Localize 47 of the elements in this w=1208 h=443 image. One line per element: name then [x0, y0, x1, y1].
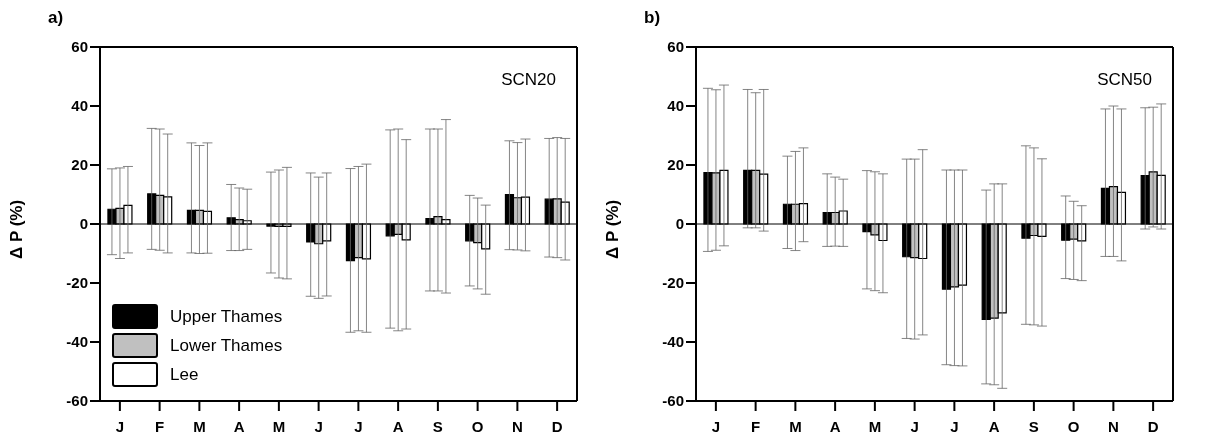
legend-label: Lee: [170, 364, 199, 385]
x-tick-label: J: [314, 417, 323, 435]
y-tick-label: 40: [71, 97, 88, 115]
x-tick-label: D: [1147, 417, 1159, 435]
y-tick-label: 40: [667, 97, 684, 115]
x-tick-label: F: [751, 417, 761, 435]
x-tick-label: N: [1107, 417, 1119, 435]
x-tick-label: A: [392, 417, 404, 435]
y-tick-label: -60: [66, 392, 88, 410]
x-tick-label: N: [511, 417, 523, 435]
x-tick-label: D: [551, 417, 563, 435]
x-tick-label: F: [155, 417, 165, 435]
y-tick-label: 20: [667, 156, 684, 174]
chart-title: a): [48, 8, 64, 28]
x-tick-label: J: [115, 417, 125, 435]
y-tick-label: -60: [662, 392, 684, 410]
x-tick-label: J: [910, 417, 919, 435]
y-tick-label: 60: [71, 38, 88, 56]
x-tick-label: A: [988, 417, 1000, 435]
legend-label: Lower Thames: [170, 335, 283, 356]
y-tick-label: 60: [667, 38, 684, 56]
x-tick-label: A: [829, 417, 841, 435]
y-axis-title: Δ P (%): [7, 199, 27, 259]
annotation: SCN50: [1097, 70, 1152, 90]
x-tick-label: J: [711, 417, 721, 435]
x-tick-label: A: [233, 417, 245, 435]
chart-title: b): [644, 8, 661, 28]
x-tick-label: M: [868, 417, 882, 435]
y-axis-title: Δ P (%): [603, 199, 623, 259]
x-tick-label: S: [1028, 417, 1039, 435]
x-tick-label: O: [471, 417, 484, 435]
x-tick-label: M: [193, 417, 206, 435]
y-tick-label: 0: [79, 215, 88, 233]
x-tick-label: J: [950, 417, 959, 435]
y-tick-label: -40: [66, 333, 88, 351]
y-tick-label: 0: [675, 215, 684, 233]
y-tick-label: -20: [66, 274, 88, 292]
legend-label: Upper Thames: [170, 306, 283, 327]
x-tick-label: M: [272, 417, 286, 435]
y-tick-label: 20: [71, 156, 88, 174]
x-tick-label: M: [789, 417, 802, 435]
y-tick-label: -40: [662, 333, 684, 351]
y-tick-label: -20: [662, 274, 684, 292]
annotation: SCN20: [501, 70, 556, 90]
x-tick-label: O: [1067, 417, 1080, 435]
x-tick-label: S: [432, 417, 443, 435]
x-tick-label: J: [354, 417, 363, 435]
